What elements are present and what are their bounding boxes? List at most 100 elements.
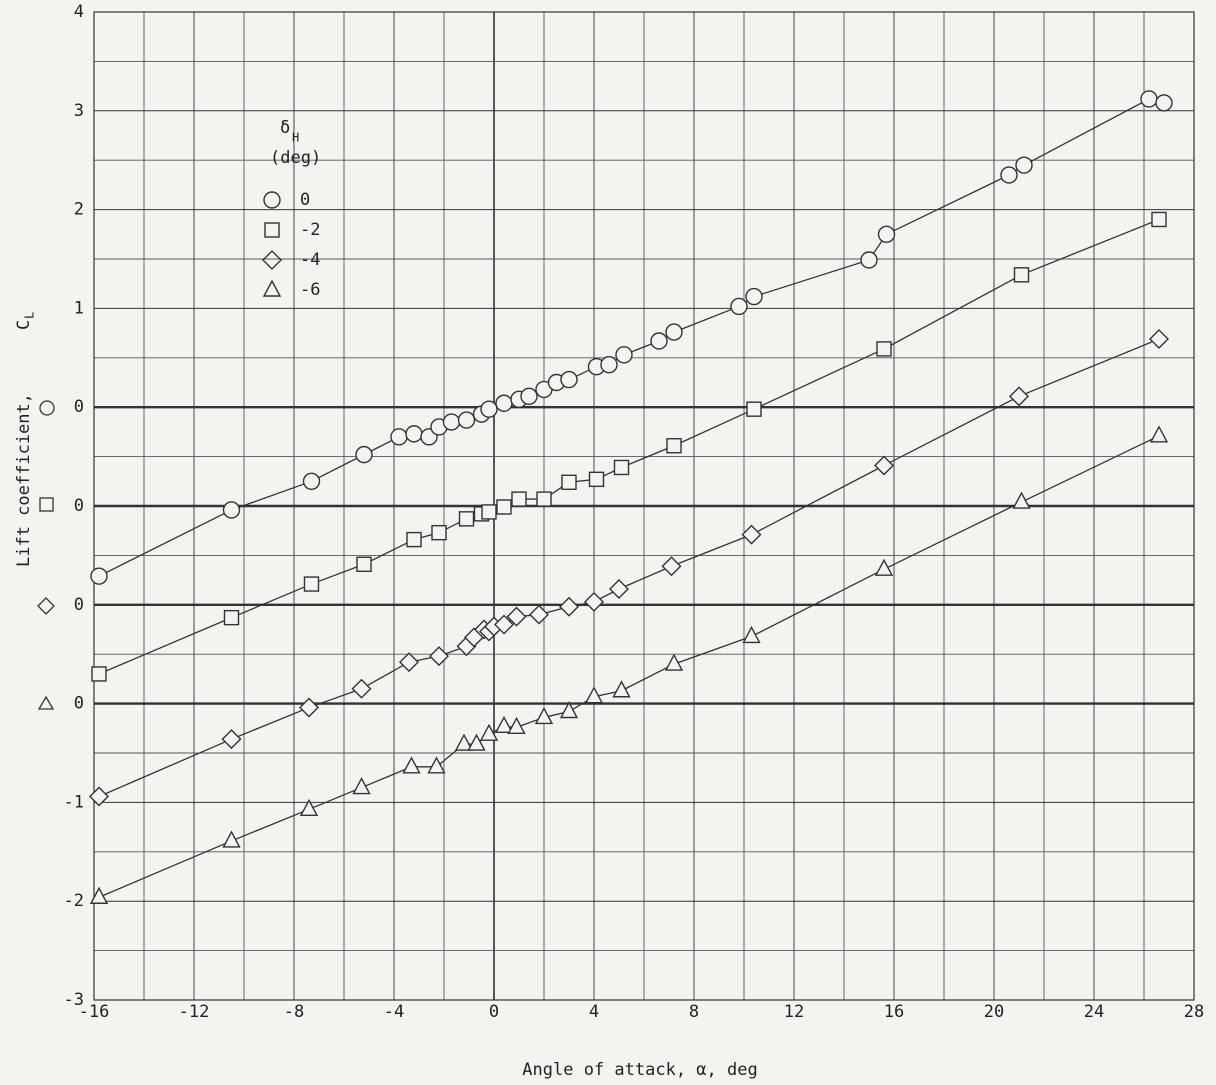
marker-circle [302,472,321,490]
axis-diamond-icon [37,597,55,615]
marker-square [666,438,682,454]
marker-diamond [494,614,514,635]
marker-diamond [221,729,242,750]
marker-circle [650,332,668,350]
marker-circle [1155,94,1173,112]
marker-circle [480,400,498,418]
y-tick-label: 0 [74,595,84,615]
x-tick-label: 0 [489,1002,499,1022]
marker-triangle [402,756,421,774]
legend-title-symbol: δ [280,118,290,138]
y-tick-label: 1 [74,298,84,318]
marker-circle [390,428,408,446]
marker-circle [355,445,373,464]
x-tick-label: 8 [689,1002,699,1022]
y-tick-label: 4 [74,2,84,22]
marker-diamond [874,455,894,476]
marker-triangle [299,798,319,817]
marker-square [303,576,320,592]
y-axis-subscript: L [23,312,37,319]
y-tick-label: 3 [74,101,84,121]
marker-circle [860,251,878,269]
marker-triangle [494,715,514,734]
axis-square-icon [39,497,54,512]
y-tick-label: -2 [64,891,84,911]
marker-diamond [351,678,372,699]
marker-circle [600,356,618,374]
marker-square [561,474,577,490]
marker-diamond [609,579,629,599]
marker-square [356,556,372,572]
marker-square [746,401,762,417]
axis-circle-icon [39,400,55,416]
marker-triangle [874,558,894,576]
y-tick-label: 0 [74,496,84,516]
legend-label: -4 [300,250,320,270]
x-tick-label: -4 [384,1002,404,1022]
legend-title-subscript: H [292,131,299,145]
legend: δ H (deg) 0 -2 -4 -6 [262,118,321,300]
marker-diamond [584,591,604,612]
x-tick-label: 4 [589,1002,599,1022]
marker-square [876,341,892,357]
legend-label: -2 [300,220,320,240]
marker-diamond [399,652,419,673]
marker-square [223,609,240,626]
marker-square [458,511,475,527]
marker-circle [730,297,748,316]
x-axis-label: Angle of attack, α, deg [522,1060,757,1080]
marker-circle [90,567,108,585]
marker-diamond [529,604,549,625]
marker-triangle [742,625,761,644]
marker-triangle [454,733,474,751]
x-tick-label: 28 [1184,1002,1204,1022]
y-axis-label: Lift coefficient, [14,393,34,567]
y-tick-label: -3 [64,990,84,1010]
x-tick-label: 24 [1084,1002,1104,1022]
x-tick-label: -8 [284,1002,304,1022]
marker-triangle [352,777,371,795]
marker-triangle [222,830,241,848]
marker-square [588,471,605,488]
marker-circle [745,287,763,306]
marker-diamond [262,250,282,270]
marker-square [496,499,512,515]
marker-diamond [1009,386,1029,407]
marker-triangle [559,701,579,719]
marker-triangle [262,279,282,297]
marker-diamond [89,786,109,807]
marker-square [1013,267,1030,283]
marker-diamond [429,646,449,667]
marker-triangle [664,653,684,671]
marker-circle [1140,90,1158,108]
legend-label: -6 [300,280,320,300]
marker-circle [222,501,241,519]
marker-square [1151,211,1167,228]
marker-triangle [1149,425,1169,443]
marker-diamond [559,596,579,617]
marker-square [481,504,497,520]
x-tick-label: 16 [884,1002,904,1022]
axis-symbols [37,400,55,710]
legend-label: 0 [300,190,310,210]
marker-triangle [1012,491,1031,509]
marker-triangle [584,686,604,704]
marker-square [536,491,552,507]
marker-triangle [534,706,554,725]
marker-circle [457,411,476,429]
marker-triangle [427,756,446,774]
x-tick-label: -12 [179,1002,210,1022]
marker-triangle [612,680,631,698]
marker-square [613,459,630,476]
marker-circle [1015,156,1033,174]
marker-diamond [661,556,682,577]
legend-title-unit: (deg) [270,148,321,168]
marker-circle [442,413,461,431]
y-tick-label: 0 [74,397,84,417]
y-tick-label: 0 [74,694,84,714]
y-tick-label: -1 [64,792,84,812]
marker-diamond [299,697,319,718]
marker-circle [560,370,578,389]
